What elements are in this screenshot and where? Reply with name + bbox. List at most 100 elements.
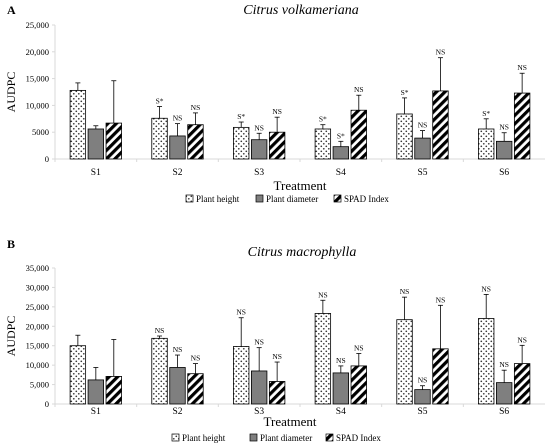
significance-label: NS xyxy=(499,123,509,132)
bar-spad-index xyxy=(268,131,286,160)
bar-plant-diameter xyxy=(332,372,349,405)
bar-plant-height xyxy=(314,313,332,405)
legend-label: Plant height xyxy=(182,433,226,443)
significance-label: S* xyxy=(319,115,327,124)
significance-label: NS xyxy=(173,345,183,354)
legend-swatch xyxy=(255,194,264,203)
significance-label: NS xyxy=(517,335,527,344)
y-tick-label: 15,000 xyxy=(26,341,49,351)
legend-swatch xyxy=(333,194,342,203)
bar-spad-index xyxy=(350,365,367,405)
y-tick-label: 5,000 xyxy=(30,380,49,390)
bar-plant-diameter xyxy=(496,382,513,405)
significance-label: NS xyxy=(191,103,201,112)
bar-plant-height xyxy=(233,126,250,160)
bar-spad-index xyxy=(513,92,531,160)
bar-plant-height xyxy=(396,113,413,160)
significance-label: NS xyxy=(318,290,328,299)
x-tick-label: S4 xyxy=(336,407,346,417)
panel-b: B Citrus macrophylla AUDPC Treatment 0 5,… xyxy=(4,237,545,443)
y-tick-label: 0 xyxy=(45,154,49,164)
bar-spad-index xyxy=(105,122,122,160)
y-tick-label: 20,000 xyxy=(26,47,49,57)
bar-plant-diameter xyxy=(251,139,268,160)
bar-plant-height xyxy=(69,345,87,405)
significance-label: NS xyxy=(272,107,282,116)
y-tick-label: 35,000 xyxy=(26,263,49,273)
legend-label: SPAD Index xyxy=(336,433,381,443)
bar-plant-height xyxy=(396,319,413,405)
legend: Plant height Plant diameter SPAD Index xyxy=(171,433,381,443)
panel-a: A Citrus volkameriana AUDPC Treatment 0 5… xyxy=(4,3,545,204)
x-axis-label: Treatment xyxy=(274,178,327,193)
significance-label: S* xyxy=(401,88,409,97)
significance-label: NS xyxy=(191,354,201,363)
x-tick-label: S3 xyxy=(254,407,264,417)
y-tick-label: 20,000 xyxy=(26,321,49,331)
bar-plant-height xyxy=(478,128,495,160)
x-tick-label: S6 xyxy=(499,407,509,417)
y-axis-label: AUDPC xyxy=(4,72,18,113)
x-tick-label: S2 xyxy=(172,168,182,178)
x-tick-label: S1 xyxy=(91,407,101,417)
bar-spad-index xyxy=(350,109,367,160)
legend-swatch xyxy=(249,433,258,442)
significance-label: NS xyxy=(336,356,346,365)
panel-label: B xyxy=(7,237,15,251)
significance-label: NS xyxy=(272,352,282,361)
y-tick-label: 5000 xyxy=(32,127,49,137)
legend-label: Plant height xyxy=(196,194,240,204)
bar-plant-height xyxy=(151,117,168,160)
y-tick-label: 30,000 xyxy=(26,282,49,292)
x-tick-label: S3 xyxy=(254,168,264,178)
significance-label: S* xyxy=(237,112,245,121)
bar-plant-height xyxy=(233,346,250,405)
y-tick-label: 25,000 xyxy=(26,20,49,30)
x-tick-label: S2 xyxy=(172,407,182,417)
significance-label: NS xyxy=(400,287,410,296)
significance-label: NS xyxy=(436,295,446,304)
legend-swatch xyxy=(171,433,180,442)
x-tick-label: S1 xyxy=(91,168,101,178)
legend-swatch xyxy=(325,433,334,442)
x-tick-label: S4 xyxy=(336,168,346,178)
bar-spad-index xyxy=(432,348,449,405)
significance-label: NS xyxy=(254,338,264,347)
x-tick-label: S6 xyxy=(499,168,509,178)
significance-label: NS xyxy=(418,376,428,385)
bar-plant-diameter xyxy=(251,370,268,405)
significance-label: NS xyxy=(436,48,446,57)
x-tick-label: S5 xyxy=(417,168,427,178)
significance-label: NS xyxy=(155,326,165,335)
x-axis-label: Treatment xyxy=(264,414,317,429)
y-tick-label: 25,000 xyxy=(26,302,49,312)
significance-label: NS xyxy=(499,360,509,369)
significance-label: S* xyxy=(482,109,490,118)
legend-swatch xyxy=(185,194,194,203)
bar-plant-diameter xyxy=(496,140,513,160)
x-tick-label: S5 xyxy=(417,407,427,417)
significance-label: NS xyxy=(481,284,491,293)
panel-label: A xyxy=(7,3,16,17)
bar-plant-diameter xyxy=(414,389,431,405)
y-tick-label: 0 xyxy=(45,399,49,409)
significance-label: NS xyxy=(354,343,364,352)
y-tick-label: 15,000 xyxy=(26,74,49,84)
significance-label: NS xyxy=(254,123,264,132)
bar-spad-index xyxy=(187,373,204,405)
bar-spad-index xyxy=(268,381,286,405)
bar-plant-height xyxy=(478,318,495,405)
bar-spad-index xyxy=(187,124,204,160)
bar-plant-height xyxy=(69,89,87,160)
significance-label: S* xyxy=(156,96,164,105)
bar-plant-diameter xyxy=(87,128,104,160)
chart-title: Citrus volkameriana xyxy=(243,3,359,18)
bar-plant-height xyxy=(314,128,332,160)
y-tick-label: 10,000 xyxy=(26,360,49,370)
legend-label: Plant diameter xyxy=(266,194,318,204)
legend-label: SPAD Index xyxy=(344,194,389,204)
legend-label: Plant diameter xyxy=(260,433,312,443)
significance-label: NS xyxy=(173,114,183,123)
bar-spad-index xyxy=(432,90,449,160)
